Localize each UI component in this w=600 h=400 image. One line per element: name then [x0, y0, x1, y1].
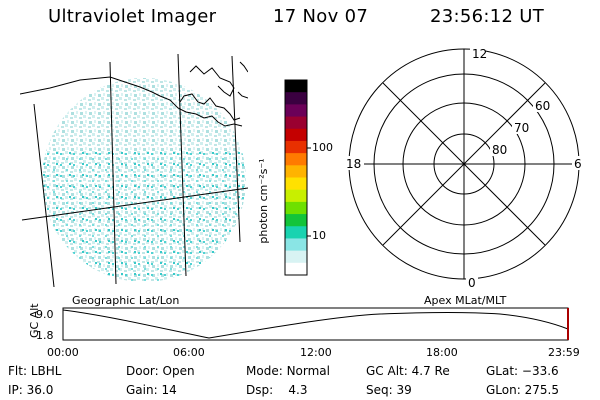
colorbar-tick-10: 10 — [312, 229, 326, 242]
colorbar-stripe — [285, 201, 307, 215]
info-glat: GLat: −33.6 — [486, 364, 559, 378]
info-gc-alt: GC Alt: 4.7 Re — [366, 364, 450, 378]
colorbar-stripe — [285, 116, 307, 130]
orbit-x-tick-1200: 12:00 — [300, 346, 332, 359]
colorbar-tick-100: 100 — [312, 141, 333, 154]
info-seq: Seq: 39 — [366, 383, 412, 397]
lat-label-60: 60 — [535, 99, 550, 113]
orbit-x-tick-0000: 00:00 — [47, 346, 79, 359]
app-title: Ultraviolet Imager — [48, 6, 217, 27]
colorbar-stripe — [285, 92, 307, 105]
colorbar-stripe — [285, 250, 307, 264]
date-readout: 17 Nov 07 — [273, 6, 369, 27]
image-panel-label: Geographic Lat/Lon — [72, 294, 180, 307]
info-ip: IP: 36.0 — [8, 383, 54, 397]
colorbar-stripe — [285, 189, 307, 203]
info-filter: Flt: LBHL — [8, 364, 62, 378]
mlt-label-0: 0 — [468, 276, 476, 288]
colorbar-stripe — [285, 238, 307, 252]
colorbar-stripe — [285, 140, 307, 154]
uv-image-panel — [20, 53, 248, 288]
polar-panel-label: Apex MLat/MLT — [424, 294, 507, 307]
orbit-y-tick-high: 9.0 — [36, 308, 54, 321]
colorbar-stripe — [285, 153, 307, 166]
uv-disc — [42, 78, 246, 282]
info-mode: Mode: Normal — [246, 364, 330, 378]
mlt-label-12: 12 — [472, 48, 487, 61]
colorbar-stripe — [285, 214, 307, 227]
mlt-label-18: 18 — [346, 157, 361, 171]
polar-plot: 12 18 6 0 60 70 80 — [344, 48, 586, 288]
orbit-x-tick-0600: 06:00 — [173, 346, 205, 359]
colorbar-stripe — [285, 262, 307, 276]
colorbar-stripe — [285, 104, 307, 118]
orbit-x-tick-2359: 23:59 — [548, 346, 580, 359]
coastline — [20, 61, 248, 127]
info-door: Door: Open — [126, 364, 195, 378]
lat-label-70: 70 — [514, 121, 529, 135]
lat-label-80: 80 — [492, 143, 507, 157]
info-dsp: Dsp: 4.3 — [246, 383, 308, 397]
colorbar-stripe — [285, 165, 307, 179]
colorbar: photon cm⁻²s⁻¹ — [257, 79, 311, 276]
info-glon: GLon: 275.5 — [486, 383, 559, 397]
orbit-x-tick-1800: 18:00 — [426, 346, 458, 359]
orbit-y-tick-low: 1.8 — [36, 329, 54, 342]
colorbar-stripe — [285, 177, 307, 191]
orbit-y-label: GC Alt — [28, 303, 41, 338]
mlt-label-6: 6 — [574, 157, 582, 171]
colorbar-stripes — [285, 80, 307, 276]
time-readout: 23:56:12 UT — [430, 6, 545, 27]
orbit-altitude-plot: GC Alt 9.0 1.8 — [28, 303, 569, 342]
altitude-curve — [62, 309, 569, 339]
colorbar-stripe — [285, 128, 307, 142]
info-gain: Gain: 14 — [126, 383, 177, 397]
colorbar-unit-label: photon cm⁻²s⁻¹ — [257, 158, 270, 243]
colorbar-stripe — [285, 80, 307, 93]
colorbar-stripe — [285, 226, 307, 240]
